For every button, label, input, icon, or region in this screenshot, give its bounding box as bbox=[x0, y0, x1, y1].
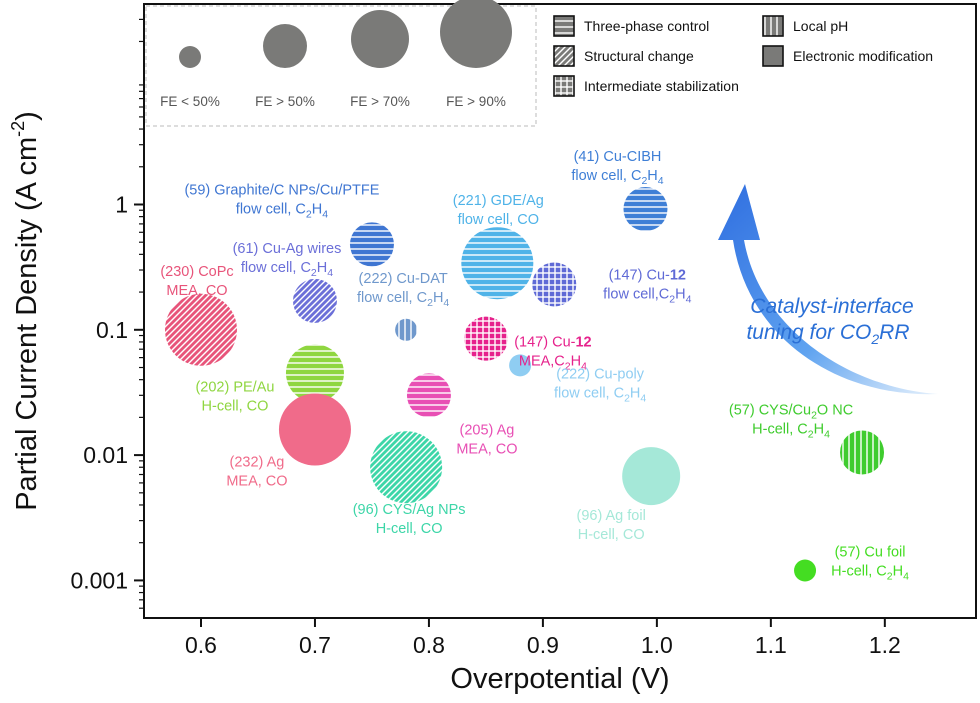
pattern-legend-swatch bbox=[553, 15, 575, 37]
pattern-legend-label: Local pH bbox=[793, 18, 848, 34]
size-legend-label: FE < 50% bbox=[160, 94, 220, 109]
data-point bbox=[395, 318, 418, 341]
trend-arrow bbox=[718, 184, 938, 395]
x-axis: 0.6 0.7 0.8 0.9 1.0 1.1 1.2 bbox=[185, 618, 901, 658]
point-label: (230) CoPc MEA, CO bbox=[160, 264, 233, 299]
size-legend-label: FE > 50% bbox=[255, 94, 315, 109]
size-legend-circle bbox=[351, 10, 409, 68]
x-tick-label: 1.2 bbox=[869, 632, 901, 658]
x-tick-label: 1.0 bbox=[641, 632, 673, 658]
pattern-legend-label: Intermediate stabilization bbox=[584, 78, 739, 94]
point-label: (96) CYS/Ag NPs H-cell, CO bbox=[353, 502, 466, 537]
y-tick-label: 0.001 bbox=[70, 567, 128, 593]
pattern-legend-swatch bbox=[762, 15, 784, 37]
data-point bbox=[349, 222, 394, 267]
x-tick-label: 0.7 bbox=[299, 632, 331, 658]
annotation-arrow: Catalyst-interface tuning for CO2RR bbox=[718, 184, 938, 395]
data-point bbox=[463, 316, 508, 361]
point-label: (222) Cu-DAT flow cell, C2H4 bbox=[357, 271, 449, 309]
y-axis-label: Partial Current Density (A cm-2) bbox=[8, 111, 43, 511]
point-label: (59) Graphite/C NPs/Cu/PTFE flow cell, C2… bbox=[184, 182, 379, 220]
data-point bbox=[509, 354, 532, 377]
data-point bbox=[164, 293, 237, 366]
pattern-legend-label: Electronic modification bbox=[793, 48, 933, 64]
y-axis: 0.001 0.01 0.1 1 bbox=[70, 18, 144, 609]
data-points bbox=[164, 187, 885, 582]
y-tick-label: 1 bbox=[115, 191, 128, 217]
pattern-legend-swatch bbox=[553, 75, 575, 97]
pattern-legend-label: Three-phase control bbox=[584, 18, 709, 34]
pattern-legend-label: Structural change bbox=[584, 48, 694, 64]
annotation-line-2: tuning for CO2RR bbox=[746, 321, 909, 347]
point-labels: (230) CoPc MEA, CO(61) Cu-Ag wires flow ce… bbox=[160, 149, 909, 582]
point-label: (41) Cu-CIBH flow cell, C2H4 bbox=[571, 149, 663, 187]
point-label: (57) CYS/Cu2O NC H-cell, C2H4 bbox=[729, 402, 853, 440]
point-label: (147) Cu-12 flow cell,C2H4 bbox=[603, 267, 691, 305]
data-point bbox=[622, 447, 681, 506]
x-tick-label: 0.6 bbox=[185, 632, 217, 658]
size-legend-label: FE > 90% bbox=[446, 94, 506, 109]
data-point bbox=[623, 187, 668, 232]
data-point bbox=[840, 430, 885, 475]
data-point bbox=[532, 262, 577, 307]
data-point bbox=[292, 278, 337, 323]
data-point bbox=[794, 559, 817, 582]
plot-frame bbox=[143, 3, 977, 619]
pattern-legend-swatch bbox=[762, 45, 784, 67]
point-label: (221) GDE/Ag flow cell, CO bbox=[453, 193, 544, 228]
size-legend-label: FE > 70% bbox=[350, 94, 410, 109]
data-point bbox=[285, 344, 344, 403]
data-point bbox=[370, 431, 443, 504]
annotation-line-1: Catalyst-interface bbox=[750, 295, 913, 318]
data-point bbox=[406, 373, 451, 418]
y-tick-label: 0.01 bbox=[83, 442, 128, 468]
x-tick-label: 1.1 bbox=[755, 632, 787, 658]
size-legend-circle bbox=[440, 0, 512, 68]
point-label: (57) Cu foil H-cell, C2H4 bbox=[831, 544, 909, 582]
point-label: (232) Ag MEA, CO bbox=[226, 455, 287, 490]
y-tick-label: 0.1 bbox=[96, 317, 128, 343]
size-legend-circle bbox=[179, 46, 201, 68]
point-label: (222) Cu-poly flow cell, C2H4 bbox=[554, 366, 646, 404]
point-label: (61) Cu-Ag wires flow cell, C2H4 bbox=[233, 241, 342, 279]
point-label: (147) Cu-12 MEA,C2H4 bbox=[514, 335, 591, 373]
point-label: (202) PE/Au H-cell, CO bbox=[195, 379, 274, 414]
pattern-legend-swatch bbox=[553, 45, 575, 67]
size-legend-circle bbox=[263, 24, 307, 68]
x-tick-label: 0.8 bbox=[413, 632, 445, 658]
point-label: (96) Ag foil H-cell, CO bbox=[577, 508, 646, 543]
size-legend: FE < 50% FE > 50% FE > 70% FE > 90% bbox=[145, 0, 537, 127]
pattern-legend: Three-phase control Structural change Inte… bbox=[553, 15, 933, 97]
x-tick-label: 0.9 bbox=[527, 632, 559, 658]
x-axis-label: Overpotential (V) bbox=[450, 663, 669, 695]
data-point bbox=[278, 393, 351, 466]
point-label: (205) Ag MEA, CO bbox=[456, 422, 517, 457]
data-point bbox=[461, 227, 534, 300]
